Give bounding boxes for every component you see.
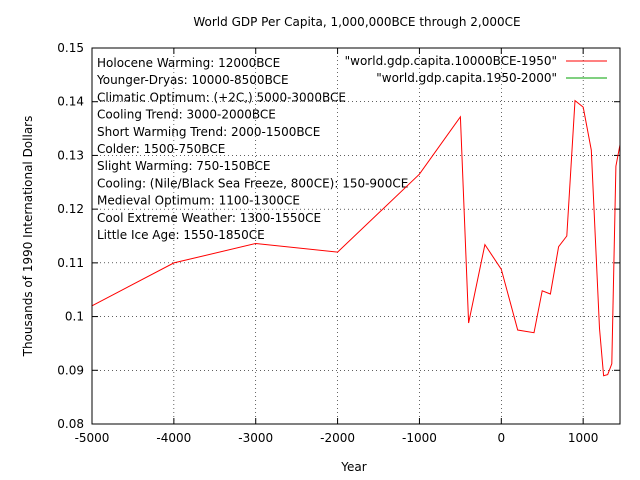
annotation-label: Little Ice Age: 1550-1850CE <box>97 228 265 242</box>
x-tick-label: 1000 <box>568 431 599 445</box>
y-tick-label: 0.15 <box>57 41 84 55</box>
y-tick-label: 0.1 <box>65 310 84 324</box>
x-tick-label: -1000 <box>402 431 437 445</box>
legend-label: "world.gdp.capita.10000BCE-1950" <box>345 54 557 68</box>
y-axis-label: Thousands of 1990 International Dollars <box>21 116 35 358</box>
plot-frame <box>91 47 621 425</box>
legend-label: "world.gdp.capita.1950-2000" <box>376 71 557 85</box>
annotation-label: Climatic Optimum: (+2C,) 5000-3000BCE <box>97 90 346 104</box>
annotation-label: Colder: 1500-750BCE <box>97 142 225 156</box>
y-tick-label: 0.11 <box>57 256 84 270</box>
annotations: Holocene Warming: 12000BCE Younger-Dryas:… <box>96 56 408 242</box>
legend: "world.gdp.capita.10000BCE-1950" "world.g… <box>345 54 607 85</box>
series-line <box>91 99 621 377</box>
y-tick-label: 0.08 <box>57 417 84 431</box>
series-lines <box>91 99 621 377</box>
annotation-label: Medieval Optimum: 1100-1300CE <box>97 194 300 208</box>
x-tick-label: 0 <box>497 431 505 445</box>
x-axis-ticks: -5000 -4000 -3000 -2000 -1000 0 1000 <box>75 48 599 445</box>
annotation-label: Cooling Trend: 3000-2000BCE <box>97 108 276 122</box>
y-tick-label: 0.09 <box>57 363 84 377</box>
chart-title: World GDP Per Capita, 1,000,000BCE throu… <box>193 15 520 29</box>
annotation-label: Short Warming Trend: 2000-1500BCE <box>97 125 320 139</box>
annotation-label: Younger-Dryas: 10000-8500BCE <box>96 73 289 87</box>
annotation-label: Holocene Warming: 12000BCE <box>97 56 280 70</box>
y-tick-label: 0.12 <box>57 202 84 216</box>
annotation-label: Cool Extreme Weather: 1300-1550CE <box>97 211 321 225</box>
y-tick-label: 0.14 <box>57 95 84 109</box>
y-tick-label: 0.13 <box>57 148 84 162</box>
x-tick-label: -2000 <box>320 431 355 445</box>
x-tick-label: -5000 <box>75 431 110 445</box>
x-tick-label: -4000 <box>156 431 191 445</box>
x-axis-label: Year <box>340 460 366 474</box>
annotation-label: Cooling: (Nile/Black Sea Freeze, 800CE):… <box>97 176 408 190</box>
grid <box>92 48 620 424</box>
x-tick-label: -3000 <box>238 431 273 445</box>
y-axis-ticks: 0.08 0.09 0.1 0.11 0.12 0.13 0.14 0.15 <box>57 41 620 431</box>
annotation-label: Slight Warming: 750-150BCE <box>97 159 270 173</box>
